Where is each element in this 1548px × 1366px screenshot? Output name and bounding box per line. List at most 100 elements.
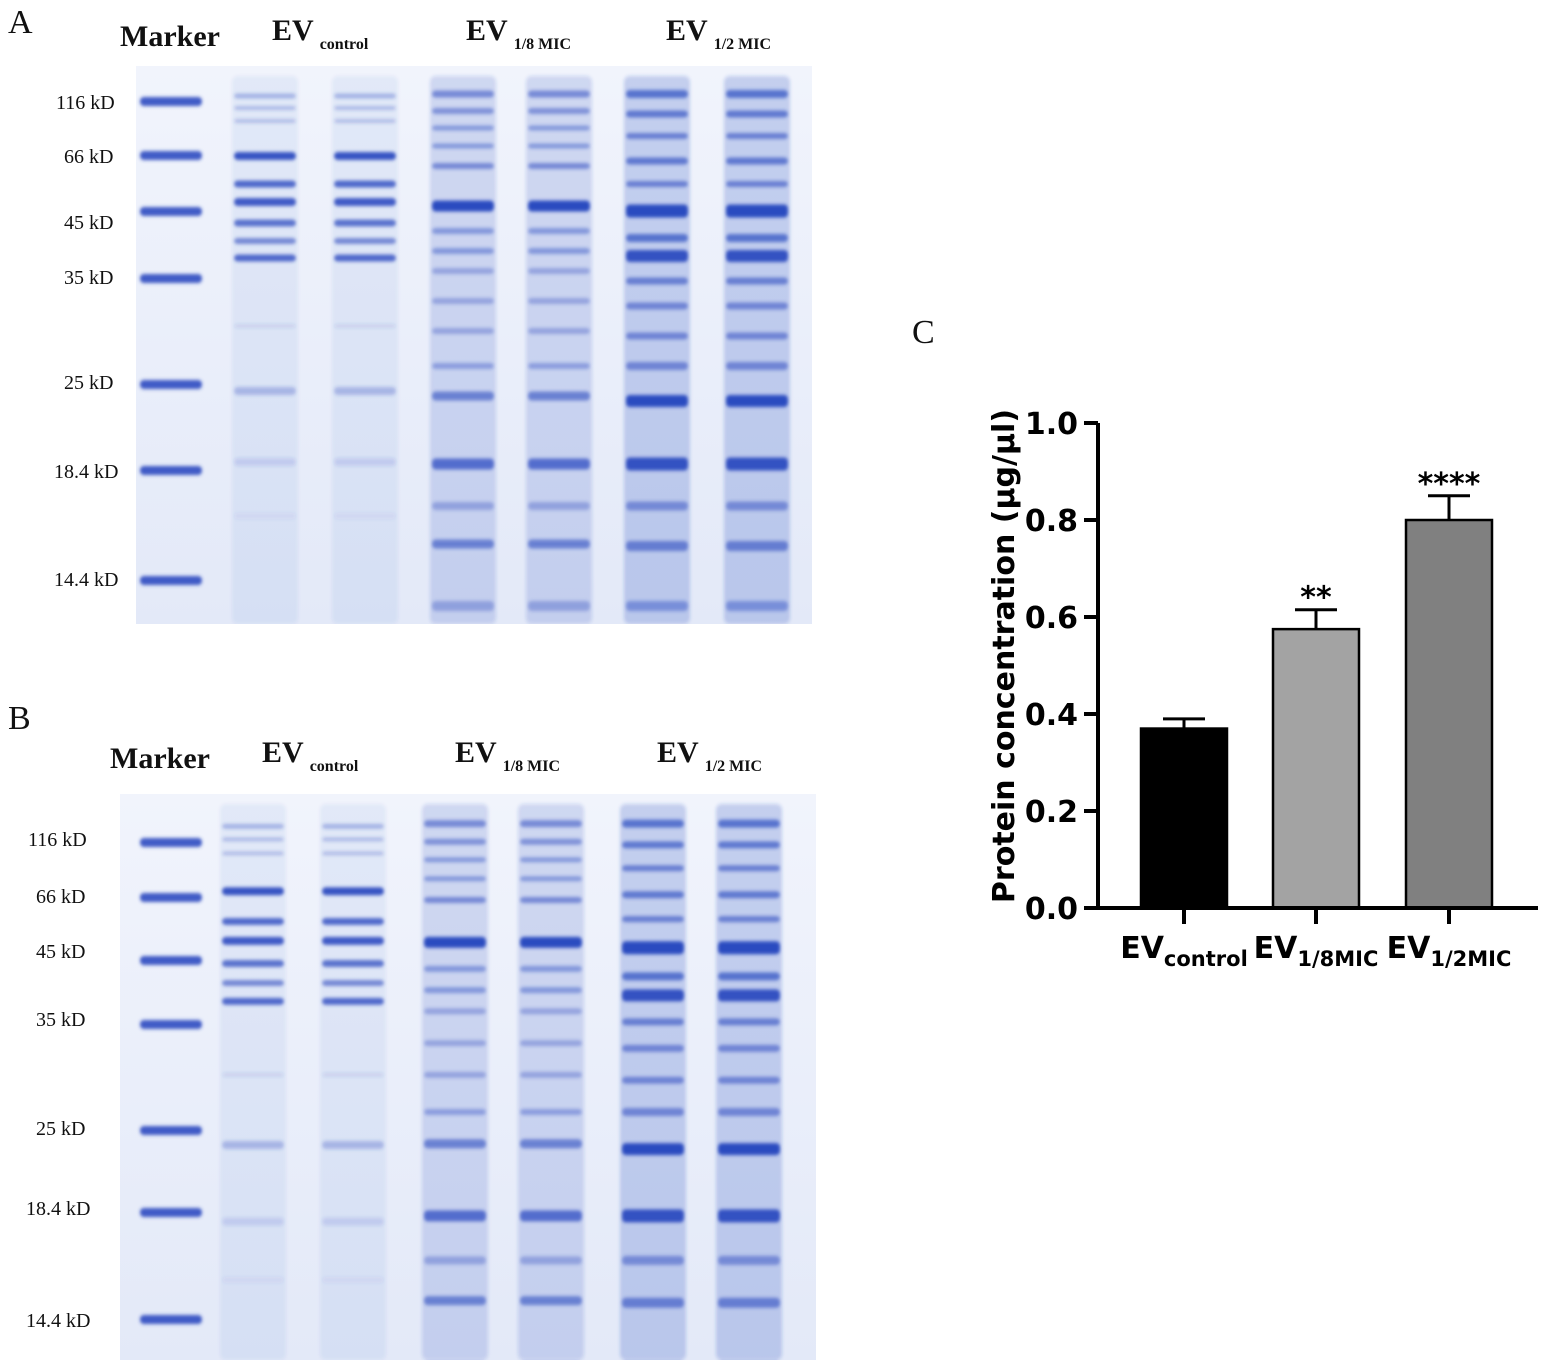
significance-label: ****	[1418, 467, 1481, 502]
protein-band	[622, 819, 684, 828]
protein-band	[626, 541, 688, 551]
panel-b-gel-image	[120, 794, 816, 1360]
x-tick-label: EV1/8MIC	[1254, 931, 1379, 971]
header-main: EV	[272, 14, 314, 47]
protein-band	[528, 228, 590, 234]
protein-band	[622, 1108, 684, 1116]
protein-band	[334, 180, 396, 188]
panel-a-header-marker: Marker	[120, 20, 220, 53]
significance-label: **	[1300, 581, 1332, 616]
protein-band	[334, 387, 396, 395]
protein-band	[424, 1071, 486, 1078]
protein-band	[424, 857, 486, 863]
protein-band	[322, 851, 384, 856]
protein-band	[424, 1008, 486, 1015]
x-tick-labels: EVcontrol EV1/8MIC EV1/2MIC	[1120, 931, 1511, 971]
protein-band	[424, 1139, 486, 1149]
protein-band	[222, 1217, 284, 1226]
marker-band	[140, 956, 202, 965]
y-tick-label: 1.0	[1025, 407, 1078, 442]
protein-band	[520, 1109, 582, 1115]
protein-band	[626, 395, 688, 407]
lane-smear	[332, 76, 398, 624]
protein-band	[322, 1217, 384, 1226]
bar	[1139, 727, 1229, 910]
y-tick-label: 0.8	[1025, 504, 1078, 539]
y-tick-label: 0.6	[1025, 601, 1078, 636]
protein-band	[528, 502, 590, 510]
protein-band	[726, 157, 788, 165]
protein-band	[626, 204, 688, 218]
protein-band	[424, 876, 486, 882]
protein-band	[432, 228, 494, 234]
protein-band	[626, 181, 688, 187]
protein-band	[432, 502, 494, 510]
protein-band	[726, 601, 788, 611]
protein-band	[726, 277, 788, 285]
protein-band	[726, 250, 788, 262]
protein-band	[234, 119, 296, 123]
marker-band	[140, 466, 202, 475]
panel-b-header-eighth-mic: EV 1/8 MIC	[455, 738, 560, 775]
protein-band	[528, 363, 590, 369]
protein-band	[718, 1297, 780, 1308]
protein-band	[718, 865, 780, 872]
protein-band	[528, 143, 590, 149]
marker-band	[140, 97, 202, 106]
protein-band	[322, 960, 384, 968]
protein-band	[424, 987, 486, 994]
protein-band	[622, 916, 684, 923]
protein-band	[520, 1256, 582, 1265]
protein-band	[322, 917, 384, 925]
protein-band	[726, 90, 788, 98]
panel-a-mw-35: 35 kD	[64, 267, 114, 289]
protein-band	[626, 601, 688, 611]
protein-band	[424, 1040, 486, 1047]
protein-band	[622, 1255, 684, 1265]
protein-band	[334, 324, 396, 328]
protein-band	[622, 1044, 684, 1052]
protein-band	[726, 110, 788, 118]
protein-band	[334, 513, 396, 519]
protein-band	[432, 601, 494, 611]
protein-band	[528, 328, 590, 334]
bars: ******	[1139, 467, 1494, 924]
protein-band	[520, 1071, 582, 1078]
protein-band	[432, 200, 494, 212]
protein-band	[234, 93, 296, 99]
protein-band	[626, 332, 688, 340]
lane-smear	[518, 804, 584, 1360]
header-sub: 1/8 MIC	[513, 36, 572, 53]
x-tick-label-main: EV	[1120, 931, 1164, 966]
protein-band	[626, 234, 688, 242]
protein-band	[432, 163, 494, 169]
protein-band	[520, 1008, 582, 1015]
protein-band	[234, 106, 296, 110]
protein-band	[726, 234, 788, 242]
protein-band	[528, 248, 590, 254]
marker-band	[140, 151, 202, 160]
marker-band	[140, 207, 202, 216]
protein-band	[432, 268, 494, 274]
protein-band	[520, 897, 582, 903]
protein-band	[626, 457, 688, 471]
panel-b-mw-66: 66 kD	[36, 886, 86, 908]
header-main: EV	[262, 736, 304, 769]
protein-band	[432, 391, 494, 401]
protein-band	[520, 936, 582, 948]
protein-band	[622, 841, 684, 849]
panel-a-mw-116: 116 kD	[56, 92, 115, 114]
panel-a-header-control: EV control	[272, 14, 368, 53]
protein-band	[432, 108, 494, 114]
x-tick-label-main: EV	[1254, 931, 1298, 966]
x-tick-label-sub: 1/2MIC	[1430, 947, 1511, 971]
lane-smear	[430, 76, 496, 624]
protein-band	[234, 254, 296, 262]
protein-band	[626, 133, 688, 139]
protein-band	[520, 876, 582, 882]
protein-band	[234, 152, 296, 160]
panel-a-mw-18-4: 18.4 kD	[54, 461, 119, 483]
protein-band	[626, 110, 688, 118]
protein-band	[222, 917, 284, 925]
